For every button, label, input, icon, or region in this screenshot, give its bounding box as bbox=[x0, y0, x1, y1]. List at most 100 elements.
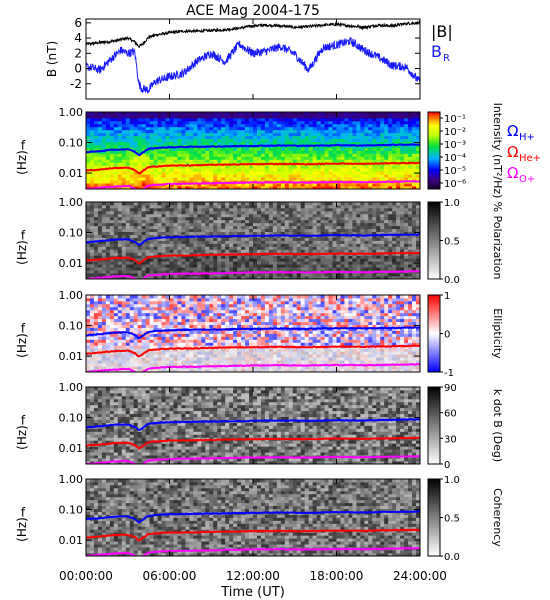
spectrogram-cell bbox=[137, 231, 143, 235]
spectrogram-cell bbox=[165, 237, 170, 241]
spectrogram-cell bbox=[105, 216, 111, 221]
spectrogram-cell bbox=[332, 202, 337, 206]
spectrogram-cell bbox=[141, 129, 147, 134]
spectrogram-cell bbox=[153, 150, 158, 154]
spectrogram-cell bbox=[320, 150, 325, 154]
spectrogram-cell bbox=[233, 264, 238, 268]
spectrogram-cell bbox=[193, 132, 198, 137]
spectrogram-cell bbox=[256, 261, 262, 265]
spectrogram-cell bbox=[384, 222, 389, 227]
spectrogram-cell bbox=[336, 276, 341, 280]
spectrogram-cell bbox=[404, 231, 409, 235]
spectrogram-cell bbox=[161, 243, 166, 247]
spectrogram-cell bbox=[276, 177, 282, 181]
spectrogram-cell bbox=[288, 153, 294, 157]
spectrogram-cell bbox=[416, 246, 421, 250]
spectrogram-cell bbox=[241, 112, 246, 116]
spectrogram-cell bbox=[300, 153, 306, 157]
spectrogram-cell bbox=[145, 315, 151, 320]
spectrogram-cell bbox=[372, 129, 377, 134]
spectrogram-cell bbox=[316, 147, 321, 151]
spectrogram-cell bbox=[229, 147, 234, 151]
spectrogram-cell bbox=[372, 165, 377, 169]
spectrogram-cell bbox=[300, 114, 306, 119]
spectrogram-cell bbox=[348, 237, 353, 241]
spectrogram-cell bbox=[368, 159, 373, 163]
spectrogram-cell bbox=[312, 273, 318, 277]
spectrogram-cell bbox=[408, 210, 413, 215]
spectrogram-cell bbox=[229, 123, 234, 128]
spectrogram-cell bbox=[340, 225, 345, 230]
spectrogram-cell bbox=[157, 324, 162, 328]
spectrogram-cell bbox=[109, 180, 115, 184]
spectrogram-cell bbox=[340, 261, 345, 265]
spectrogram-cell bbox=[225, 141, 230, 145]
spectrogram-cell bbox=[209, 210, 214, 215]
spectrogram-cell bbox=[105, 264, 111, 268]
spectrogram-cell bbox=[149, 114, 154, 119]
spectrogram-cell bbox=[181, 228, 186, 233]
spectrogram-cell bbox=[400, 258, 405, 262]
spectrogram-cell bbox=[404, 177, 409, 181]
spectrogram-cell bbox=[86, 219, 91, 224]
spectrogram-cell bbox=[272, 240, 278, 244]
spectrogram-cell bbox=[105, 336, 111, 340]
spectrogram-cell bbox=[141, 309, 147, 314]
spectrogram-cell bbox=[380, 117, 385, 122]
spectrogram-cell bbox=[89, 273, 95, 277]
spectrogram-cell bbox=[137, 180, 143, 184]
y-tick-label: 6 bbox=[74, 16, 82, 30]
spectrogram-cell bbox=[296, 264, 302, 268]
spectrogram-cell bbox=[133, 327, 139, 331]
spectrogram-cell bbox=[340, 112, 345, 116]
spectrogram-cell bbox=[233, 150, 238, 154]
spectrogram-cell bbox=[201, 171, 206, 175]
spectrogram-cell bbox=[101, 162, 107, 166]
spectrogram-cell bbox=[97, 300, 103, 305]
spectrogram-cell bbox=[101, 240, 107, 244]
spectrogram-cell bbox=[185, 267, 190, 271]
spectrogram-cell bbox=[97, 318, 103, 323]
spectrogram-cell bbox=[161, 126, 166, 131]
spectrogram-cell bbox=[256, 231, 262, 235]
spectrogram-cell bbox=[201, 129, 206, 134]
spectrogram-cell bbox=[225, 216, 230, 221]
spectrogram-cell bbox=[93, 348, 99, 352]
spectrogram-cell bbox=[129, 237, 135, 241]
spectrogram-cell bbox=[256, 237, 262, 241]
spectrogram-cell bbox=[241, 114, 246, 119]
spectrogram-cell bbox=[173, 243, 178, 247]
spectrogram-cell bbox=[137, 333, 143, 337]
spectrogram-cell bbox=[133, 207, 139, 212]
spectrogram-cell bbox=[260, 204, 266, 209]
spectrogram-cell bbox=[133, 366, 139, 370]
spectrogram-cell bbox=[205, 120, 210, 125]
spectrogram-cell bbox=[105, 333, 111, 337]
spectrogram-cell bbox=[332, 255, 337, 259]
spectrogram-cell bbox=[169, 174, 174, 178]
spectrogram-cell bbox=[253, 273, 258, 277]
spectrogram-cell bbox=[209, 165, 214, 169]
spectrogram-cell bbox=[360, 168, 365, 172]
spectrogram-cell bbox=[296, 267, 302, 271]
spectrogram-cell bbox=[241, 267, 246, 271]
spectrogram-cell bbox=[161, 228, 166, 233]
spectrogram-cell bbox=[121, 357, 127, 361]
spectrogram-cell bbox=[225, 114, 230, 119]
spectrogram-cell bbox=[125, 112, 131, 116]
spectrogram-cell bbox=[416, 150, 421, 154]
spectrogram-cell bbox=[260, 261, 266, 265]
spectrogram-cell bbox=[161, 186, 166, 190]
spectrogram-cell bbox=[380, 222, 385, 227]
spectrogram-cell bbox=[121, 303, 127, 308]
spectrogram-cell bbox=[352, 171, 357, 175]
spectrogram-cell bbox=[296, 123, 302, 128]
spectrogram-cell bbox=[189, 180, 194, 184]
spectrogram-cell bbox=[105, 117, 111, 122]
spectrogram-cell bbox=[284, 147, 290, 151]
spectrogram-cell bbox=[153, 202, 158, 206]
spectrogram-cell bbox=[408, 273, 413, 277]
spectrogram-cell bbox=[324, 132, 329, 137]
spectrogram-cell bbox=[157, 132, 162, 137]
spectrogram-cell bbox=[336, 249, 341, 253]
